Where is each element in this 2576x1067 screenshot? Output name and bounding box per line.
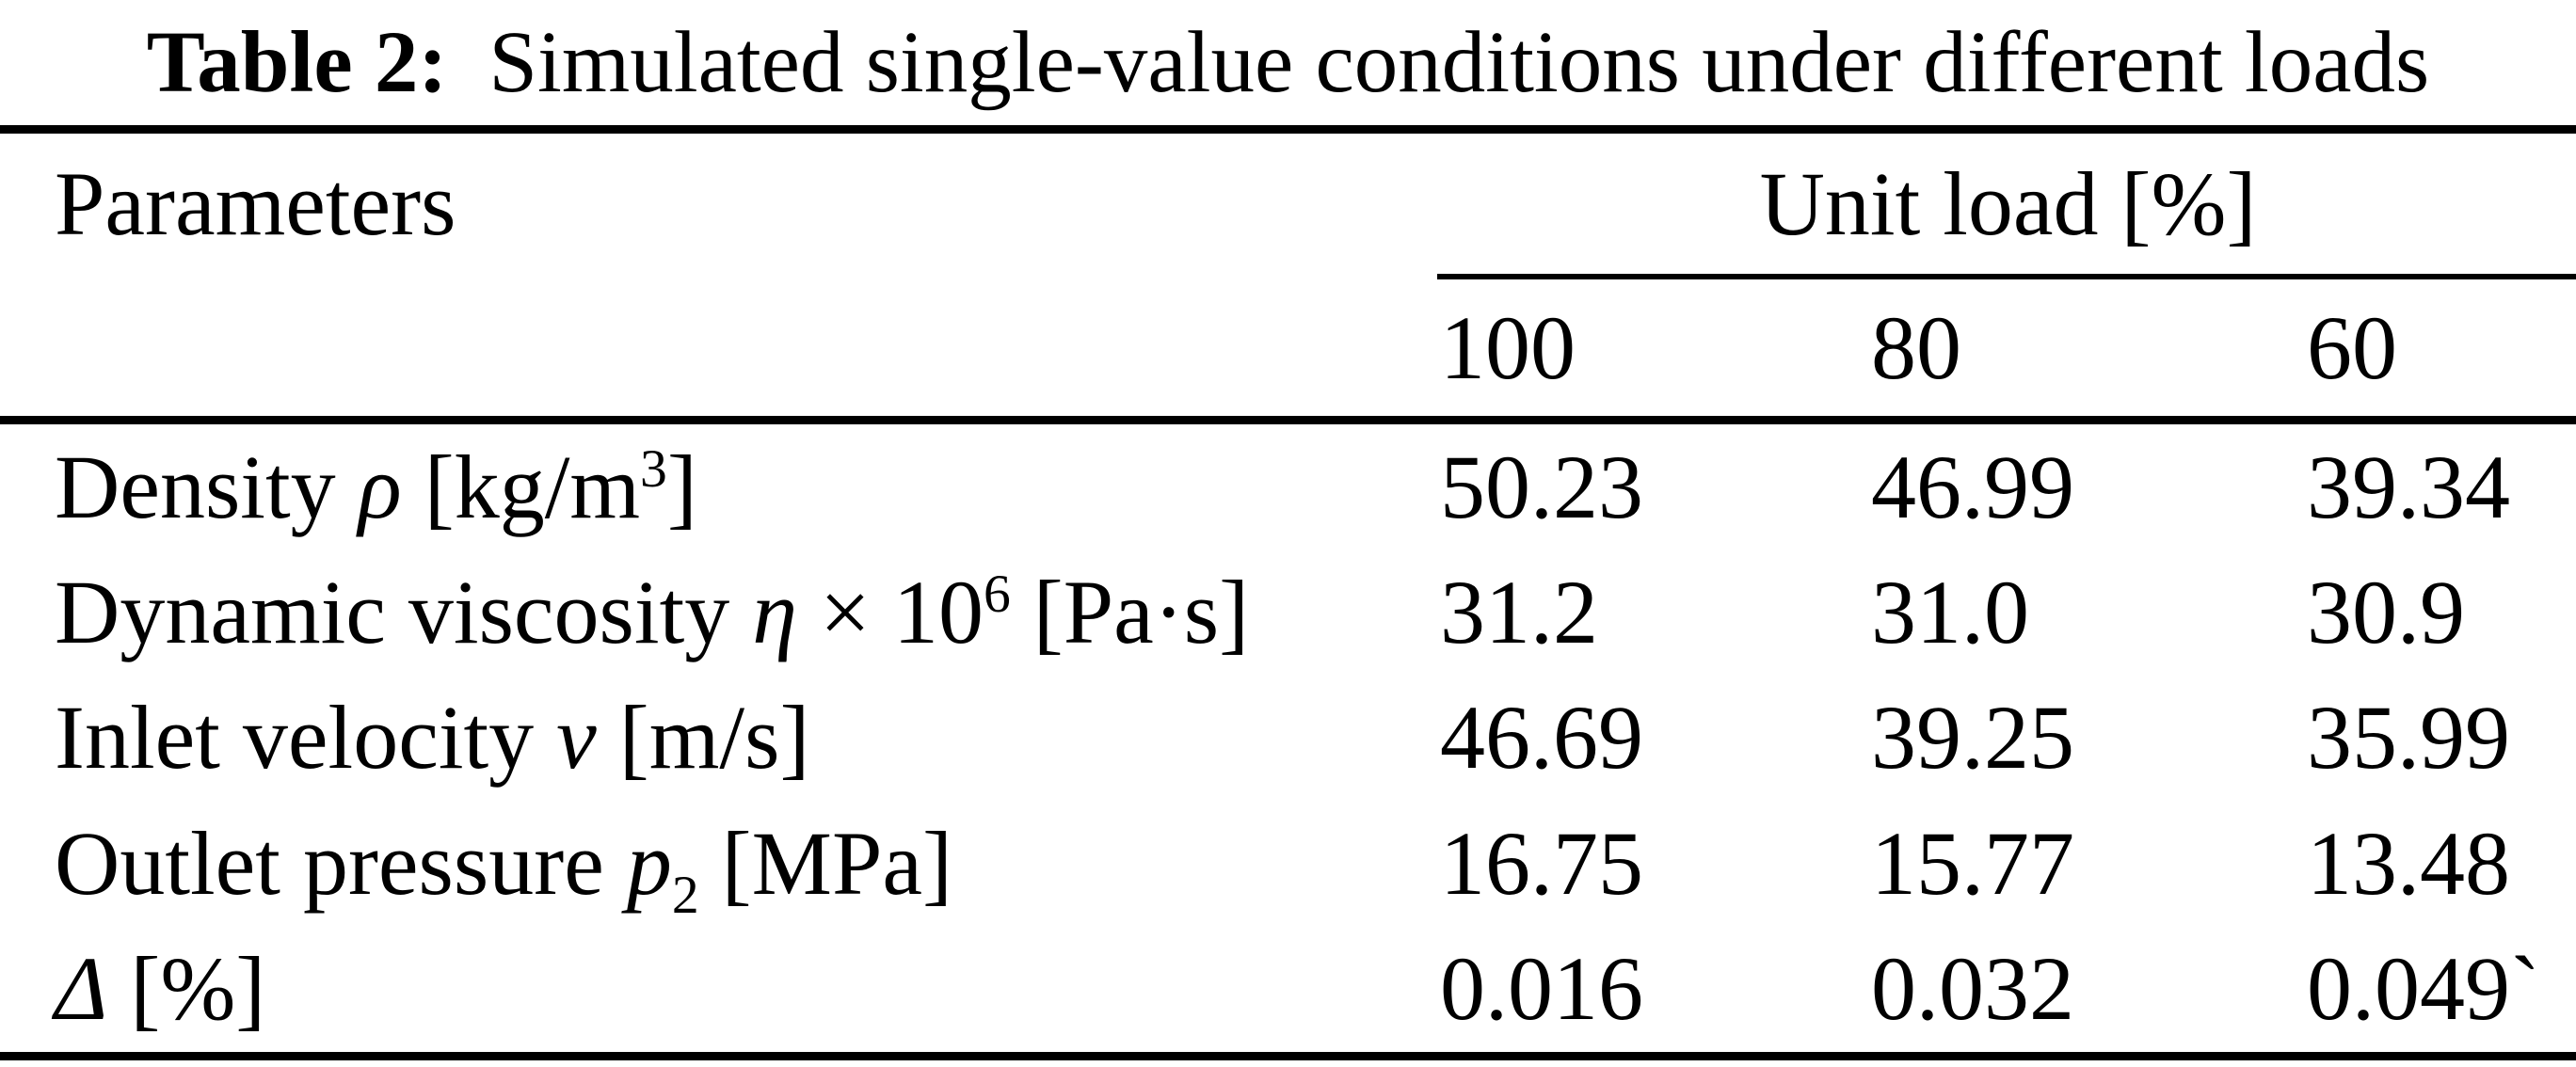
load-column-header-80: 80 — [1871, 296, 1961, 398]
table-row-outlet-pressure: Outlet pressure p2 [MPa] 16.75 15.77 13.48 — [0, 801, 2576, 926]
param-cell-delta: Δ [%] — [55, 938, 266, 1040]
header-row-columns: 100 80 60 — [0, 279, 2576, 416]
table-body: Density ρ [kg/m3] 50.23 46.99 39.34 Dynamic … — [0, 424, 2576, 1052]
table-caption: Table 2: Simulated single-value condition… — [0, 0, 2576, 125]
param-cell-density: Density ρ [kg/m3] — [55, 436, 697, 537]
value-cell-dynamic-viscosity-col60: 30.9 — [2307, 562, 2465, 663]
table-row-dynamic-viscosity: Dynamic viscosity η × 106 [Pa·s] 31.2 31.0… — [0, 549, 2576, 675]
value-cell-delta-col60: 0.049` — [2307, 938, 2540, 1040]
header-rule — [0, 416, 2576, 424]
value-cell-outlet-pressure-col80: 15.77 — [1871, 812, 2074, 914]
table-row-delta: Δ [%] 0.016 0.032 0.049` — [0, 927, 2576, 1052]
value-cell-outlet-pressure-col100: 16.75 — [1440, 812, 1643, 914]
value-cell-inlet-velocity-col80: 39.25 — [1871, 687, 2074, 788]
load-column-header-60: 60 — [2307, 296, 2397, 398]
value-cell-outlet-pressure-col60: 13.48 — [2307, 812, 2510, 914]
caption-text: Simulated single-value conditions under … — [488, 13, 2430, 111]
unit-load-group-header: Unit load [%] — [1759, 153, 2257, 254]
value-cell-dynamic-viscosity-col80: 31.0 — [1871, 562, 2029, 663]
param-cell-dynamic-viscosity: Dynamic viscosity η × 106 [Pa·s] — [55, 562, 1250, 663]
value-cell-density-col80: 46.99 — [1871, 436, 2074, 537]
value-cell-density-col60: 39.34 — [2307, 436, 2510, 537]
value-cell-dynamic-viscosity-col100: 31.2 — [1440, 562, 1598, 663]
value-cell-inlet-velocity-col100: 46.69 — [1440, 687, 1643, 788]
load-column-header-100: 100 — [1440, 296, 1576, 398]
parameters-header: Parameters — [55, 152, 456, 254]
param-cell-outlet-pressure: Outlet pressure p2 [MPa] — [55, 812, 952, 926]
bottom-rule — [0, 1052, 2576, 1060]
value-cell-delta-col80: 0.032 — [1871, 938, 2074, 1040]
top-rule — [0, 125, 2576, 134]
value-cell-delta-col100: 0.016 — [1440, 938, 1643, 1040]
param-cell-inlet-velocity: Inlet velocity v [m/s] — [55, 687, 810, 788]
value-cell-density-col100: 50.23 — [1440, 436, 1643, 537]
value-cell-inlet-velocity-col60: 35.99 — [2307, 687, 2510, 788]
table-row-density: Density ρ [kg/m3] 50.23 46.99 39.34 — [0, 424, 2576, 549]
table-row-inlet-velocity: Inlet velocity v [m/s] 46.69 39.25 35.99 — [0, 676, 2576, 801]
caption-label: Table 2: — [146, 13, 448, 111]
header-row-group: Parameters Unit load [%] — [0, 134, 2576, 274]
group-underline-rule — [1437, 274, 2576, 279]
